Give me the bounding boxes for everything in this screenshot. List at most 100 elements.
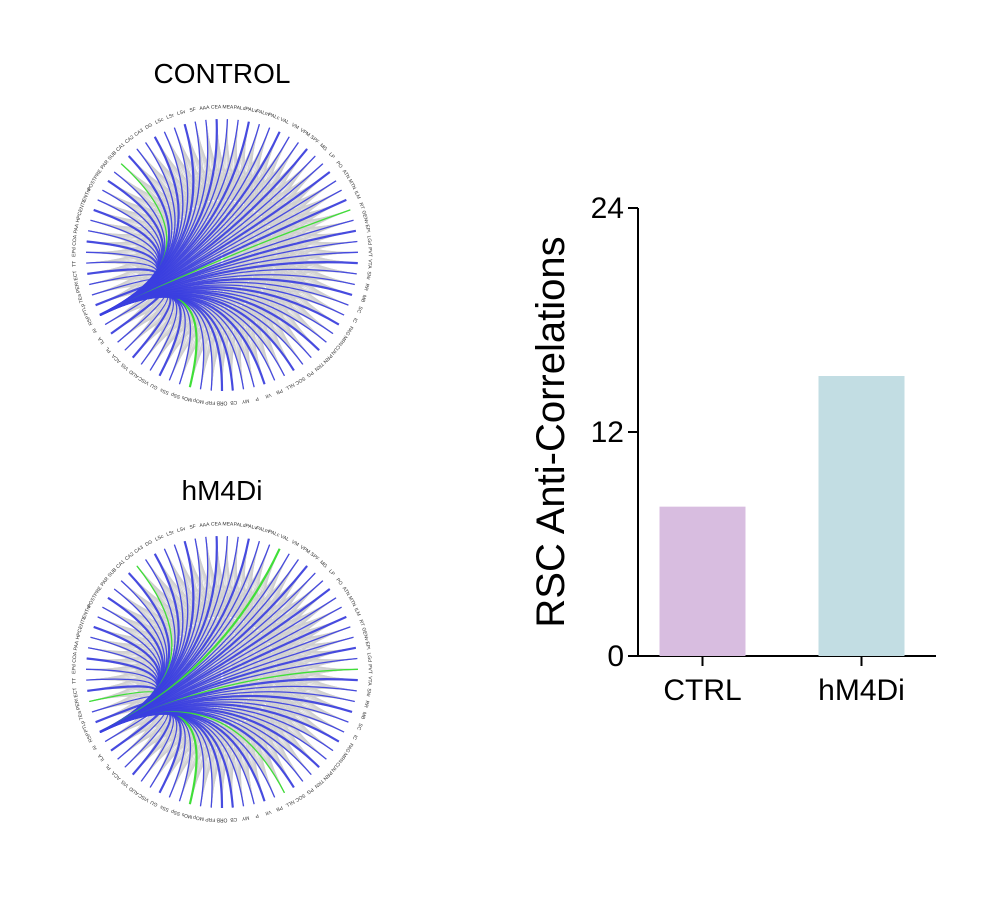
chord-node-label: POST	[86, 177, 98, 192]
y-tick-label: 0	[607, 640, 624, 673]
chord-node-label: PTLp	[80, 303, 90, 317]
chord-node-label: CA1	[115, 142, 126, 153]
chord-node-label: NLL	[284, 798, 295, 808]
chord-node-label: FRP	[204, 816, 215, 823]
chord-node-label: AAA	[199, 105, 210, 112]
chord-node-label: P	[254, 812, 259, 819]
chord-node-label: SF	[189, 524, 196, 531]
chord-node-label: CUN	[329, 761, 341, 773]
chord-node-label: VPM	[299, 127, 311, 138]
chord-node-label: LGd	[365, 235, 372, 245]
chord-node-label: PALc	[267, 529, 280, 539]
chord-node-label: TRN	[313, 361, 325, 373]
chord-node-label: ENTm	[81, 604, 92, 619]
chord-node-label: ECT	[72, 270, 79, 281]
chord-node-label: ILM	[353, 190, 362, 200]
chord-node-label: PALc	[267, 112, 280, 122]
chord-link-other	[271, 299, 334, 358]
chord-node-label: LGd	[365, 652, 372, 662]
chord-node-label: AUD	[128, 368, 140, 379]
chord-node-label: SC	[355, 305, 363, 314]
chord-title-hm4di: hM4Di	[181, 475, 263, 506]
chord-link-other	[253, 313, 304, 381]
chord-link-other	[258, 310, 312, 376]
chord-node-label: COA	[72, 234, 79, 246]
chord-node-label: HPC	[75, 628, 84, 640]
chord-node-label: LSv	[176, 109, 186, 117]
chord-node-label: TT	[71, 261, 77, 267]
y-tick-label: 24	[591, 192, 624, 225]
chord-node-label: ATN	[341, 586, 351, 598]
chord-node-label: MTN	[347, 178, 358, 191]
chord-node-label: MRN	[337, 334, 349, 347]
chord-node-label: MG	[318, 560, 328, 570]
chord-node-label: PAA	[73, 640, 81, 651]
chord-node-label: CB	[229, 816, 237, 823]
chord-node-label: PALd	[233, 522, 246, 529]
chord-node-label: PO	[334, 577, 343, 586]
chord-node-label: EPd	[71, 247, 77, 257]
chord-node-label: PVT	[367, 664, 373, 674]
chord-node-label: AI	[91, 744, 99, 751]
x-tick-label: hM4Di	[818, 674, 905, 707]
chord-node-label: GU	[149, 382, 159, 391]
chord-node-label: PERI	[74, 698, 82, 711]
chord-node-label: RR	[362, 283, 370, 292]
chord-node-label: VPM	[299, 544, 311, 555]
chord-node-label: LSr	[166, 112, 176, 120]
chord-node-label: PAA	[73, 223, 81, 234]
chord-node-label: MRN	[337, 751, 349, 764]
chord-node-label: FRP	[204, 399, 215, 406]
chord-link-other	[267, 720, 327, 782]
chord-node-label: PTLp	[80, 720, 90, 734]
chord-node-label: CEA	[211, 521, 222, 527]
chord-node-label: MOp	[193, 397, 205, 405]
chord-node-label: SSp	[170, 391, 181, 400]
chord-node-label: ORB	[216, 400, 228, 406]
chord-node-label: PG	[305, 786, 314, 795]
chord-node-label: PAR	[100, 159, 111, 171]
chord-node-label: VIS	[120, 361, 131, 371]
chord-node-label: PRN	[321, 770, 333, 782]
chord-node-label: ILM	[353, 607, 362, 617]
chord-node-label: ILA	[97, 752, 107, 762]
chord-node-label: HPC	[75, 211, 84, 223]
chord-link-other	[236, 319, 276, 390]
chord-link-other	[248, 732, 295, 802]
chord-node-label: PALd	[233, 105, 246, 112]
chord-link-other	[253, 730, 304, 798]
chord-node-label: SUB	[107, 567, 119, 579]
chord-node-label: MOs	[181, 811, 193, 819]
chord-node-label: ORB	[216, 817, 228, 823]
chord-node-label: SOC	[294, 375, 307, 386]
chord-node-label: CUN	[329, 344, 341, 356]
chord-node-label: EPI	[364, 224, 371, 233]
chord-node-label: EPI	[364, 641, 371, 650]
chord-node-label: VII	[264, 391, 272, 399]
chord-diagram-control: ORBFRPMOpMOsSSpSSsGUVISCAUDVISACAPLILAAI…	[71, 104, 372, 406]
chord-node-label: MY	[241, 397, 250, 404]
chord-node-label: PALv	[245, 523, 258, 531]
chord-node-label: EPd	[71, 664, 77, 674]
chord-node-label: LSc	[154, 116, 165, 125]
chord-node-label: SSp	[170, 808, 181, 817]
x-tick-label: CTRL	[663, 674, 741, 707]
chord-node-label: VIS	[120, 778, 131, 788]
chord-node-label: SNr	[365, 688, 372, 698]
chord-node-label: CA3	[133, 544, 145, 555]
chord-title-control: CONTROL	[153, 58, 291, 89]
chord-node-label: MOs	[181, 394, 193, 402]
chord-link-other	[242, 734, 285, 805]
chord-node-label: PALm	[255, 108, 269, 117]
chord-node-label: AI	[91, 327, 99, 334]
chord-node-label: SPF	[309, 134, 320, 145]
chord-node-label: LSv	[176, 526, 186, 534]
chord-node-label: MY	[241, 814, 250, 821]
chord-node-label: DG	[144, 122, 154, 131]
chord-node-label: SC	[355, 722, 363, 731]
chord-node-label: PALm	[255, 525, 269, 534]
chord-node-label: PO	[334, 160, 343, 169]
chord-node-label: VAL	[279, 117, 290, 126]
chord-node-label: IC	[351, 317, 359, 324]
chord-node-label: GU	[149, 799, 159, 808]
